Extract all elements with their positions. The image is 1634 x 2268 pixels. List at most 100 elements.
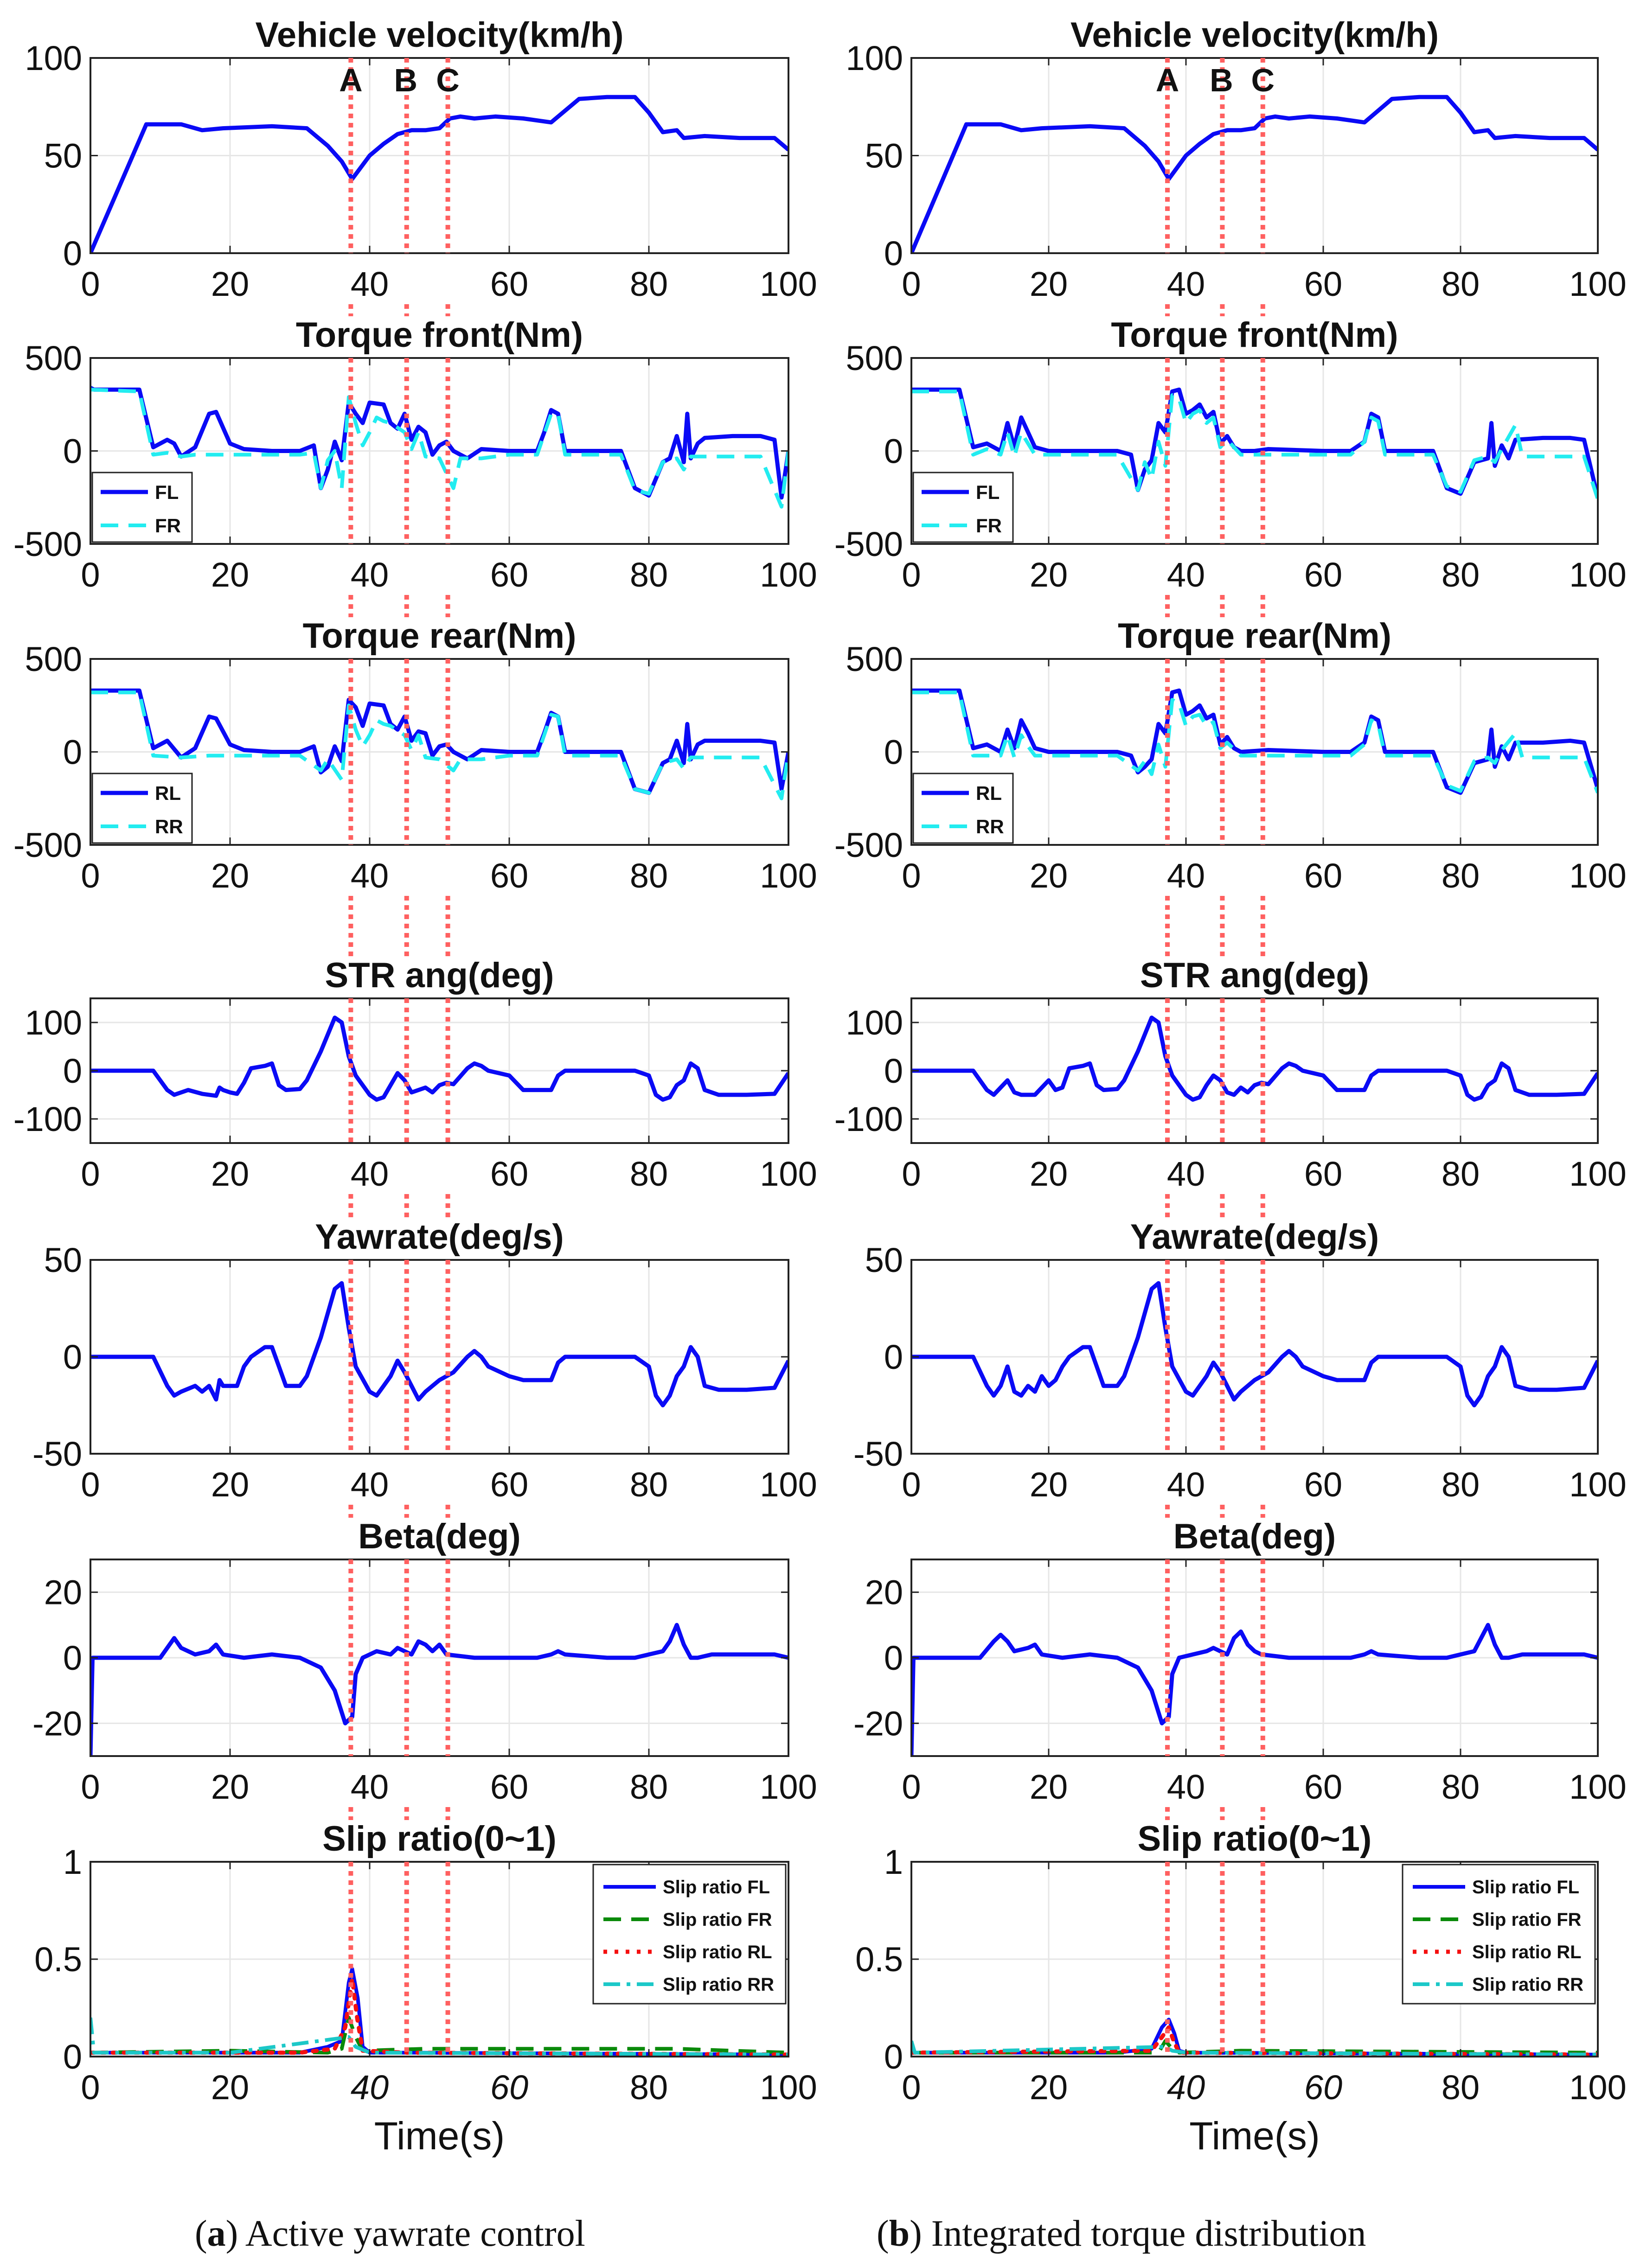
a-velocity-xtick-label: 40: [351, 265, 389, 303]
a-torque-rear-title: Torque rear(Nm): [303, 616, 577, 656]
a-slip-ytick-label: 0.5: [34, 1940, 82, 1979]
b-velocity-ytick-label: 0: [884, 234, 903, 273]
b-str-ytick-label: -100: [834, 1100, 903, 1138]
b-torque-rear-xtick-label: 40: [1167, 856, 1205, 895]
b-torque-front-xtick-label: 0: [902, 556, 921, 594]
a-yaw-series-yawrate: [90, 1281, 788, 1407]
a-torque-front-legend-label: FL: [155, 481, 179, 503]
a-velocity-marker-label-b: B: [394, 62, 417, 98]
a-velocity-ytick-label: 50: [44, 137, 82, 175]
b-slip-xtick-label: 100: [1569, 2068, 1626, 2107]
a-beta-xtick-label: 80: [630, 1768, 668, 1806]
b-velocity-ytick-label: 100: [846, 39, 903, 77]
b-beta-ytick-label: 20: [865, 1573, 903, 1612]
a-slip-xtick-label: 20: [211, 2068, 249, 2107]
a-str-xtick-label: 20: [211, 1155, 249, 1193]
b-torque-rear-ytick-label: 500: [846, 640, 903, 678]
b-torque-rear-title: Torque rear(Nm): [1118, 616, 1391, 656]
b-str-ytick-label: 0: [884, 1052, 903, 1090]
a-beta-xtick-label: 20: [211, 1768, 249, 1806]
a-torque-front-ytick-label: 0: [63, 432, 82, 471]
b-velocity-ytick-label: 50: [865, 137, 903, 175]
a-slip-ytick-label: 0: [63, 2038, 82, 2076]
a-slip-xtick-label: 0: [81, 2068, 100, 2107]
a-str-xtick-label: 40: [351, 1155, 389, 1193]
a-str-ytick-label: 100: [25, 1003, 82, 1042]
b-yaw-xtick-label: 0: [902, 1465, 921, 1504]
a-slip-legend-label: Slip ratio RL: [663, 1942, 772, 1962]
a-yaw-title: Yawrate(deg/s): [315, 1217, 564, 1257]
b-str-xtick-label: 40: [1167, 1155, 1205, 1193]
b-yaw-xtick-label: 60: [1304, 1465, 1342, 1504]
b-slip-xtick-label: 40: [1167, 2068, 1205, 2107]
b-torque-front-legend-label: FL: [976, 481, 1000, 503]
a-torque-front-series-fl: [90, 386, 788, 500]
a-torque-front-xtick-label: 80: [630, 556, 668, 594]
b-slip-xtick-label: 20: [1030, 2068, 1068, 2107]
a-velocity-xtick-label: 60: [490, 265, 528, 303]
a-velocity-ytick-label: 0: [63, 234, 82, 273]
b-torque-front-xtick-label: 100: [1569, 556, 1626, 594]
b-yaw-title: Yawrate(deg/s): [1130, 1217, 1379, 1257]
b-beta-xtick-label: 0: [902, 1768, 921, 1806]
b-torque-rear-ytick-label: 0: [884, 733, 903, 772]
a-str-series-steering: [90, 1016, 788, 1102]
a-yaw-xtick-label: 0: [81, 1465, 100, 1504]
a-velocity-marker-label-a: A: [339, 62, 363, 98]
a-torque-front-series-fr: [90, 388, 788, 509]
a-yaw-xtick-label: 100: [760, 1465, 817, 1504]
a-slip-series-slip-ratio-fl: [90, 1967, 788, 2057]
a-slip-xtick-label: 60: [490, 2068, 528, 2107]
a-velocity-marker-label-c: C: [436, 62, 460, 98]
a-torque-front-xtick-label: 40: [351, 556, 389, 594]
b-yaw-xtick-label: 100: [1569, 1465, 1626, 1504]
b-torque-front-ytick-label: 500: [846, 339, 903, 377]
b-str-xtick-label: 0: [902, 1155, 921, 1193]
b-velocity-series-velocity: [911, 95, 1598, 254]
a-torque-rear-ytick-label: 0: [63, 733, 82, 772]
a-beta-ytick-label: 20: [44, 1573, 82, 1612]
a-torque-front-ytick-label: 500: [25, 339, 82, 377]
b-velocity-xtick-label: 80: [1442, 265, 1480, 303]
a-beta-ytick-label: -20: [32, 1704, 82, 1743]
a-str-ytick-label: 0: [63, 1052, 82, 1090]
a-torque-front-legend-box: [91, 472, 193, 543]
b-torque-front-xtick-label: 20: [1030, 556, 1068, 594]
a-yaw-ytick-label: 0: [63, 1338, 82, 1376]
b-slip-ytick-label: 1: [884, 1843, 903, 1881]
a-velocity-title: Vehicle velocity(km/h): [255, 15, 623, 55]
b-torque-front-legend-label: FR: [976, 515, 1002, 537]
caption-a: (a) Active yawrate control: [195, 2213, 585, 2254]
b-beta-xtick-label: 20: [1030, 1768, 1068, 1806]
a-beta-xtick-label: 100: [760, 1768, 817, 1806]
a-velocity-xtick-label: 100: [760, 265, 817, 303]
b-beta-xtick-label: 80: [1442, 1768, 1480, 1806]
b-velocity-xtick-label: 60: [1304, 265, 1342, 303]
b-slip-legend-label: Slip ratio RL: [1472, 1942, 1582, 1962]
a-slip-xtick-label: 80: [630, 2068, 668, 2107]
a-velocity-ytick-label: 100: [25, 39, 82, 77]
a-beta-series-beta: [90, 1623, 788, 1757]
b-slip-series-slip-ratio-fr: [911, 2039, 1598, 2055]
a-velocity-series-velocity: [90, 95, 788, 254]
b-velocity-xtick-label: 0: [902, 265, 921, 303]
b-beta-title: Beta(deg): [1173, 1517, 1336, 1556]
b-yaw-ytick-label: 50: [865, 1241, 903, 1279]
b-torque-rear-legend-box: [912, 773, 1014, 844]
a-torque-rear-xtick-label: 60: [490, 856, 528, 895]
b-slip-series-slip-ratio-rr: [911, 2040, 1598, 2057]
a-str-title: STR ang(deg): [325, 956, 554, 995]
b-torque-rear-xtick-label: 0: [902, 856, 921, 895]
a-torque-front-xtick-label: 100: [760, 556, 817, 594]
a-slip-series-slip-ratio-rl: [90, 1976, 788, 2057]
b-torque-front-ytick-label: 0: [884, 432, 903, 471]
b-velocity-xtick-label: 20: [1030, 265, 1068, 303]
b-torque-rear-xtick-label: 60: [1304, 856, 1342, 895]
b-slip-title: Slip ratio(0~1): [1138, 1819, 1372, 1859]
a-str-xtick-label: 100: [760, 1155, 817, 1193]
b-str-ytick-label: 100: [846, 1003, 903, 1042]
a-beta-xtick-label: 40: [351, 1768, 389, 1806]
b-slip-legend-label: Slip ratio FL: [1472, 1877, 1579, 1897]
b-str-xtick-label: 60: [1304, 1155, 1342, 1193]
a-slip-series-slip-ratio-rr: [90, 2017, 788, 2057]
